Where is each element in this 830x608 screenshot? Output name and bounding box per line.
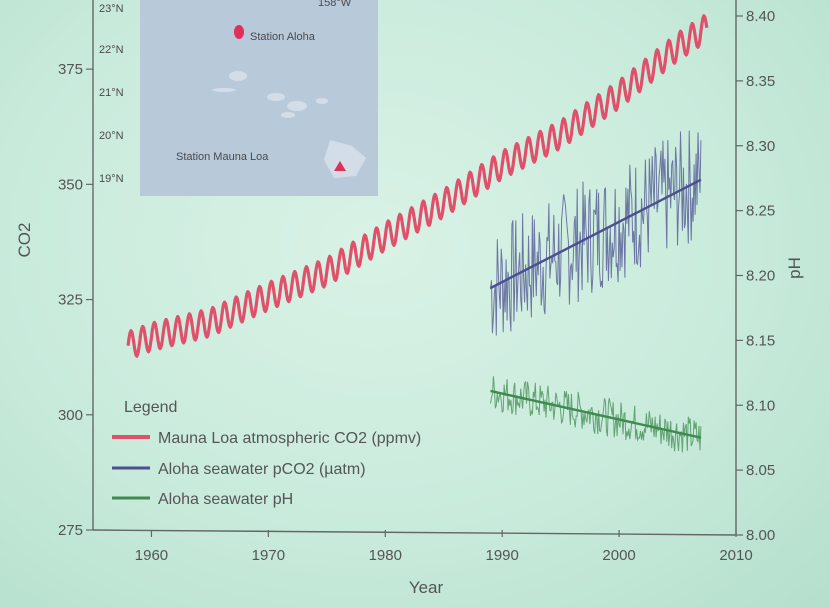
- station-mauna-loa-label: Station Mauna Loa: [176, 151, 269, 163]
- island-small: [316, 98, 328, 104]
- station-mauna-loa-marker: [334, 161, 346, 171]
- lon-label: 158°W: [318, 0, 352, 9]
- legend-title: Legend: [124, 399, 177, 416]
- y-left-axis-title: CO2: [15, 223, 34, 258]
- y-right-tick-label: 8.30: [746, 138, 775, 155]
- y-right-axis-title: pH: [785, 257, 804, 279]
- x-tick-label: 1970: [252, 547, 285, 564]
- x-tick-label: 1960: [135, 547, 168, 564]
- station-aloha-label: Station Aloha: [250, 31, 316, 43]
- y-right-tick-label: 8.00: [746, 527, 775, 544]
- y-right-tick-label: 8.20: [746, 268, 775, 285]
- island-molokai: [267, 93, 285, 101]
- axes: [92, 0, 737, 536]
- inset-map: Station Aloha Station Mauna Loa 23°N 22°…: [99, 0, 378, 196]
- lat-label-20: 20°N: [99, 130, 124, 142]
- lat-label-19: 19°N: [99, 173, 124, 185]
- x-tick-label: 1990: [485, 547, 518, 564]
- y-right-tick-label: 8.05: [746, 462, 775, 479]
- y-left-tick-label: 375: [58, 61, 83, 78]
- series-aloha-ph-trend: [490, 389, 702, 439]
- legend-label-aloha-pco2: Aloha seawater pCO2 (µatm): [158, 461, 366, 478]
- legend-label-aloha-ph: Aloha seawater pH: [158, 491, 293, 508]
- y-right-tick-label: 8.15: [746, 332, 775, 349]
- lat-label-21: 21°N: [99, 87, 124, 99]
- station-aloha-marker: [234, 25, 244, 39]
- x-axis-title: Year: [409, 578, 444, 597]
- y-right-tick-label: 8.35: [746, 73, 775, 90]
- y-left-tick-label: 350: [58, 176, 83, 193]
- series-aloha-pco2-observations: [490, 130, 702, 336]
- y-left-tick-label: 325: [58, 292, 83, 309]
- island-oahu: [212, 88, 236, 92]
- x-tick-label: 2000: [602, 547, 635, 564]
- legend-label-mauna-loa: Mauna Loa atmospheric CO2 (ppmv): [158, 430, 421, 447]
- y-left-tick-label: 275: [58, 522, 83, 539]
- y-right-tick-label: 8.25: [746, 203, 775, 220]
- x-tick-label: 1980: [369, 547, 402, 564]
- island-kauai: [229, 71, 247, 81]
- y-right-tick-label: 8.10: [746, 397, 775, 414]
- island-lanai: [281, 112, 295, 118]
- x-tick-label: 2010: [719, 547, 752, 564]
- lat-label-23: 23°N: [99, 3, 124, 15]
- island-hawaii: [324, 140, 366, 178]
- y-left-tick-label: 300: [58, 407, 83, 424]
- series-aloha-pco2-trend: [489, 178, 702, 290]
- bottom-axis-line: [92, 529, 737, 536]
- legend: Legend Mauna Loa atmospheric CO2 (ppmv) …: [112, 399, 421, 508]
- island-maui: [287, 101, 307, 111]
- y-right-tick-label: 8.40: [746, 8, 775, 25]
- series-mauna-loa-co2: [126, 14, 709, 358]
- lat-label-22: 22°N: [99, 44, 124, 56]
